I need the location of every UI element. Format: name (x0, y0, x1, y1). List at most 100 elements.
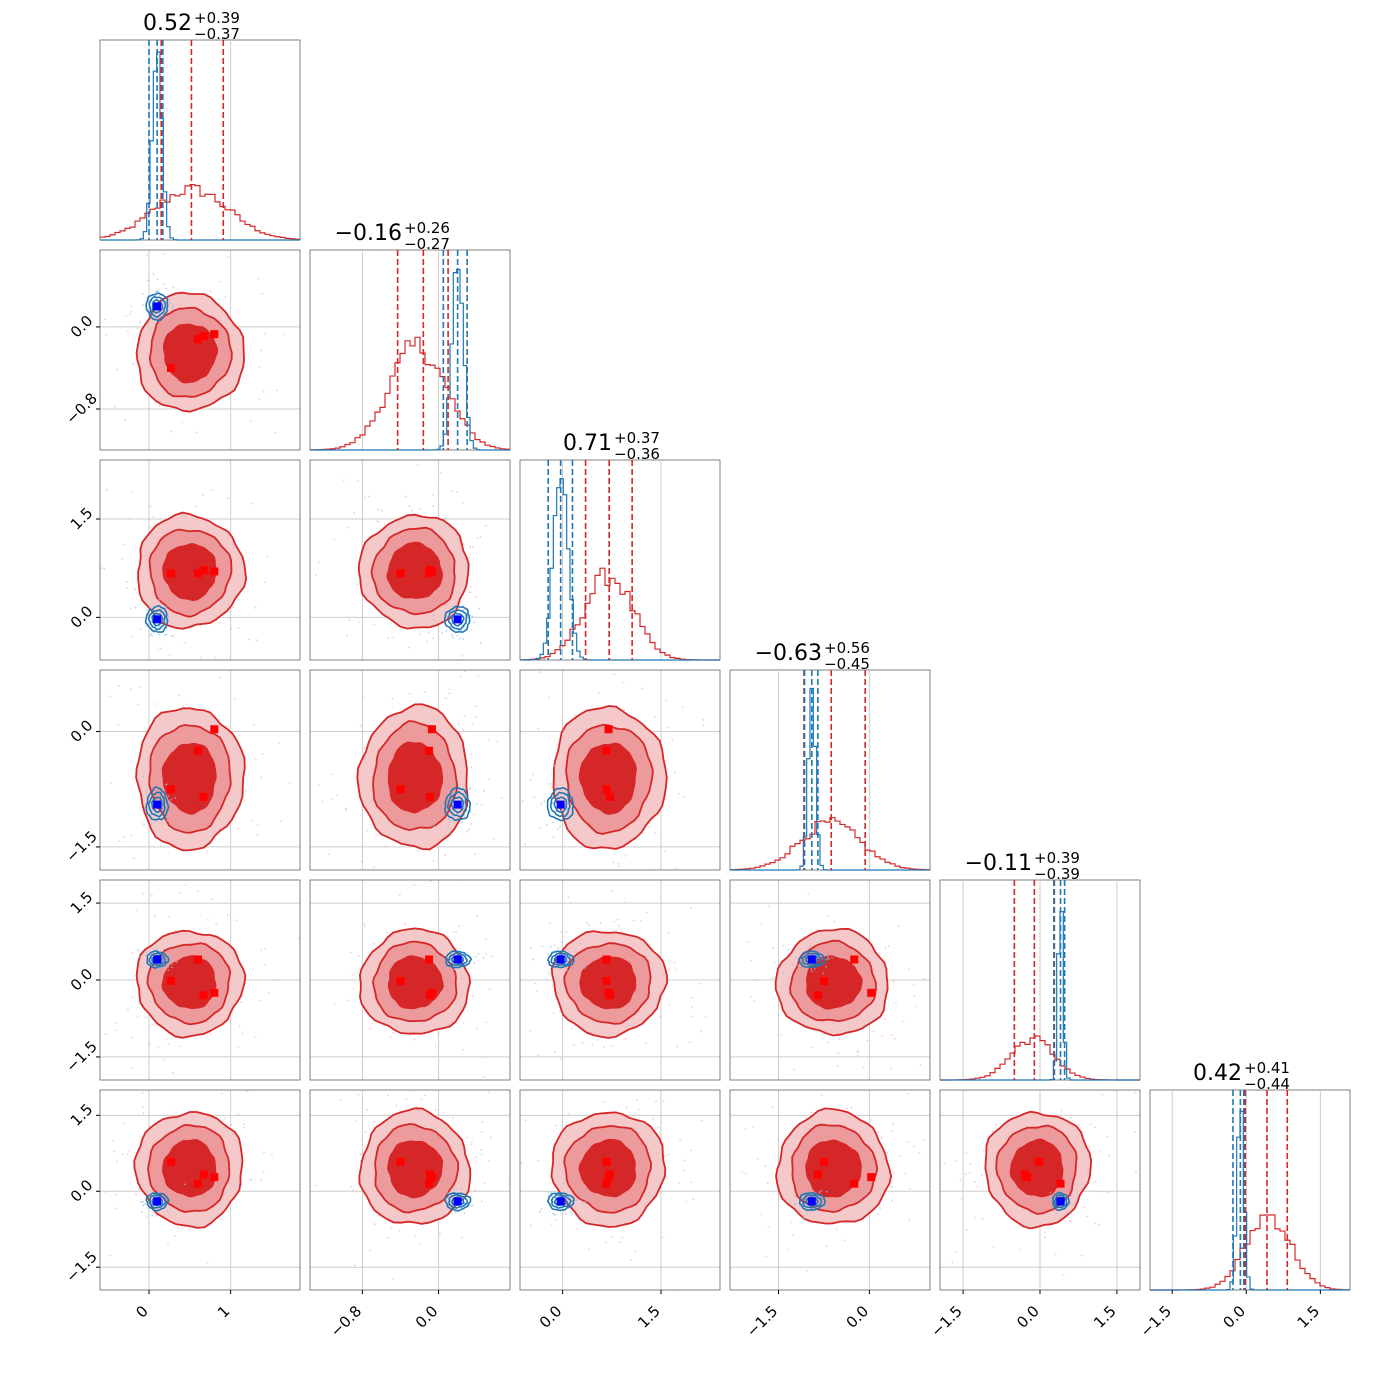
x-tick-label: 1.5 (1294, 1302, 1324, 1332)
blue-contour (801, 952, 822, 967)
sample-dot (260, 349, 263, 352)
sample-dot (445, 697, 447, 699)
sample-dot (228, 617, 230, 620)
sample-dot (460, 820, 463, 823)
sample-dot (542, 1084, 544, 1086)
sample-dot (178, 891, 181, 894)
sample-dot (870, 1118, 873, 1121)
sample-dot (555, 1124, 557, 1127)
sample-dot (866, 1039, 868, 1042)
sample-dot (471, 545, 474, 548)
sample-dot (567, 896, 570, 899)
sample-dot (881, 1035, 883, 1038)
sample-dot (547, 1191, 550, 1193)
sample-dot (157, 1047, 159, 1049)
sample-dot (373, 1223, 376, 1225)
sample-dot (115, 1022, 118, 1025)
sample-dot (416, 463, 419, 466)
sample-dot (439, 472, 442, 474)
sample-dot (561, 941, 564, 944)
sample-dot (392, 1278, 395, 1280)
sample-dot (138, 686, 141, 688)
sample-dot (127, 1008, 129, 1011)
sample-dot (387, 1094, 389, 1097)
sample-dot (991, 1129, 994, 1132)
sample-dot (462, 542, 465, 545)
sample-dot (473, 621, 476, 624)
sample-dot (184, 884, 187, 886)
sample-dot (483, 1075, 486, 1078)
sample-dot (297, 937, 300, 940)
sample-dot (1094, 1180, 1096, 1183)
pair-panel (309, 1084, 511, 1291)
red-marker (605, 792, 614, 801)
panel-frame (729, 669, 931, 871)
sample-dot (237, 1046, 240, 1048)
sample-dot (458, 925, 460, 928)
sample-dot (823, 1205, 825, 1208)
sample-dot (919, 1064, 922, 1067)
sample-dot (530, 1224, 532, 1227)
sample-dot (891, 1034, 893, 1036)
param-title-median: 0.42 (1193, 1061, 1242, 1086)
x-tick-label: −1.5 (743, 1302, 781, 1340)
sample-dot (1070, 1203, 1073, 1206)
sample-dot (965, 1152, 968, 1154)
blue-marker (453, 955, 462, 964)
sample-dot (450, 634, 453, 637)
param-title-median: 0.52 (143, 11, 192, 36)
sample-dot (441, 1084, 443, 1086)
sample-dot (237, 627, 240, 629)
sample-dot (657, 1126, 660, 1129)
sample-dot (623, 665, 625, 667)
sample-dot (757, 1157, 759, 1160)
sample-dot (252, 723, 255, 726)
sample-dot (552, 821, 555, 824)
sample-dot (887, 945, 890, 948)
sample-dot (149, 329, 152, 332)
sample-dot (1019, 1248, 1022, 1251)
blue-contour (450, 796, 465, 814)
sample-dot (625, 1106, 628, 1109)
sample-dot (551, 774, 553, 777)
sample-dot (158, 598, 161, 601)
pair-panel (729, 1089, 931, 1291)
sample-dot (540, 803, 543, 805)
sample-dot (109, 695, 112, 698)
sample-dot (172, 1072, 174, 1074)
sample-dot (174, 797, 177, 799)
sample-dot (886, 1151, 889, 1154)
sample-dot (146, 1207, 149, 1209)
sample-dot (879, 1207, 882, 1209)
sample-dot (488, 738, 491, 741)
sample-dot (330, 773, 333, 776)
sample-dot (363, 925, 366, 928)
sample-dot (465, 1190, 468, 1193)
sample-dot (539, 671, 542, 673)
sample-dot (823, 1033, 825, 1035)
sample-dot (344, 807, 347, 810)
sample-dot (146, 794, 148, 797)
sample-dot (446, 826, 449, 829)
sample-dot (532, 958, 534, 961)
blue-contour (553, 796, 568, 814)
sample-dot (339, 1098, 342, 1101)
sample-dot (131, 1036, 134, 1039)
sample-dot (223, 458, 225, 460)
sample-dot (517, 600, 519, 602)
sample-dot (547, 696, 550, 699)
sample-dot (1069, 1198, 1071, 1201)
sample-dot (327, 853, 330, 856)
sample-dot (702, 718, 704, 721)
blue-contour (147, 609, 166, 631)
sample-dot (723, 844, 725, 846)
sample-dot (104, 1191, 107, 1193)
sample-dot (67, 790, 69, 792)
sample-dot (584, 966, 587, 969)
sample-dot (226, 913, 229, 916)
sample-dot (652, 1117, 655, 1120)
sample-dot (548, 922, 551, 925)
sample-dot (572, 1044, 575, 1047)
red-marker (602, 1179, 611, 1188)
sample-dot (543, 800, 546, 803)
